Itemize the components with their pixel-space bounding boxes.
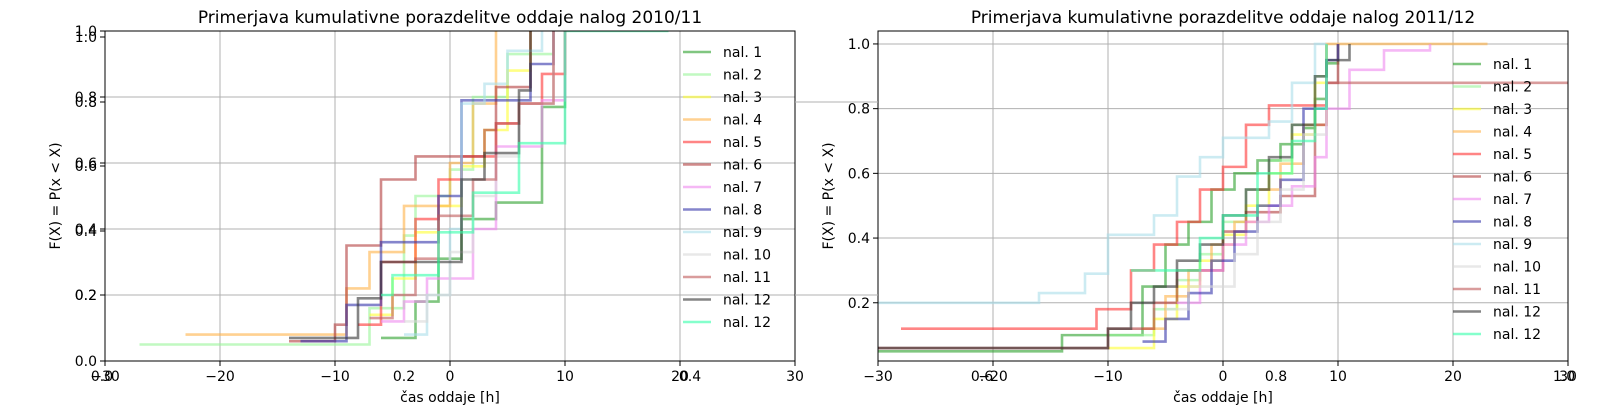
legend-label: nal. 8 <box>1493 215 1532 231</box>
legend-label: nal. 9 <box>1493 237 1532 253</box>
legend-label: nal. 2 <box>1493 80 1532 96</box>
legend-label: nal. 6 <box>1493 170 1532 186</box>
series-line-7 <box>381 31 567 323</box>
legend-label: nal. 1 <box>723 45 762 61</box>
y-axis-label: F(X) = P(x < X) <box>821 142 837 249</box>
series-line-5 <box>901 43 1328 330</box>
overlay-x-tick-label: 0.4 <box>679 369 701 385</box>
legend-label: nal. 7 <box>1493 192 1532 208</box>
legend-label: nal. 8 <box>723 203 762 219</box>
chart-panel-2: −30 −20 −10 0 10 20 30 0.2 0.4 0.6 0.8 1.0 Primerjav… <box>821 8 1577 406</box>
chart-title: Primerjava kumulativne porazdelitve odda… <box>971 8 1475 28</box>
series-line-9 <box>878 42 1327 305</box>
overlay-axes: 0.2 0.4 0.6 0.8 1.0 0.0 0.2 0.4 0.6 0.8 1.0 <box>75 30 1575 385</box>
overlay-x-tick-label: 0.8 <box>1265 369 1287 385</box>
y-tick-label: 0.4 <box>848 231 870 247</box>
legend-label: nal. 5 <box>1493 147 1532 163</box>
legend-label: nal. 10 <box>1493 260 1541 276</box>
overlay-y-tick-label: 0.4 <box>75 224 97 240</box>
y-tick-label: 0.8 <box>848 102 870 118</box>
overlay-x-tick-label: 0.2 <box>393 369 415 385</box>
overlay-y-tick-label: 0.6 <box>75 159 97 175</box>
x-axis-label: čas oddaje [h] <box>1173 390 1273 406</box>
overlay-x-tick-label: 0.0 <box>91 369 113 385</box>
legend-label: nal. 12 <box>723 293 771 309</box>
overlay-y-tick-label: 0.2 <box>75 288 97 304</box>
legend-label: nal. 12 <box>1493 327 1541 343</box>
y-tick-label: 1.0 <box>848 37 870 53</box>
series-line-13 <box>381 31 669 297</box>
x-tick-label: −10 <box>1093 369 1123 385</box>
y-tick-label: 0.4 <box>75 222 97 238</box>
y-tick-label: 0.2 <box>848 296 870 312</box>
chart-panel-1: −30 −20 −10 0 10 20 30 0.0 0.2 0.4 0.6 0.8 1.0 Primer… <box>48 8 804 406</box>
legend-label: nal. 4 <box>1493 125 1532 141</box>
x-tick-label: −30 <box>863 369 893 385</box>
legend-label: nal. 2 <box>723 68 762 84</box>
series-group <box>139 31 669 346</box>
x-tick-label: 10 <box>556 369 574 385</box>
x-tick-label: 10 <box>1329 369 1347 385</box>
x-tick-label: 30 <box>786 369 804 385</box>
chart-title: Primerjava kumulativne porazdelitve odda… <box>198 8 702 28</box>
y-tick-label: 1.0 <box>75 24 97 40</box>
legend-label: nal. 1 <box>1493 57 1532 73</box>
legend-label: nal. 12 <box>723 315 771 331</box>
x-tick-label: −20 <box>205 369 235 385</box>
series-line-12 <box>289 31 532 340</box>
series-line-13 <box>1131 43 1328 272</box>
legend-label: nal. 3 <box>1493 102 1532 118</box>
overlay-y-tick-label: 1.0 <box>75 30 97 46</box>
legend-label: nal. 11 <box>1493 282 1541 298</box>
x-tick-label: 30 <box>1559 369 1577 385</box>
legend-label: nal. 12 <box>1493 305 1541 321</box>
x-tick-label: 20 <box>671 369 689 385</box>
legend-label: nal. 6 <box>723 158 762 174</box>
overlay-x-tick-label: 1.0 <box>1553 369 1575 385</box>
y-tick-label: 0.8 <box>75 90 97 106</box>
x-tick-label: −30 <box>90 369 120 385</box>
y-tick-label: 0.2 <box>75 288 97 304</box>
legend-label: nal. 9 <box>723 225 762 241</box>
y-tick-label: 0.6 <box>75 156 97 172</box>
x-tick-label: −20 <box>978 369 1008 385</box>
series-line-6 <box>289 31 532 343</box>
x-tick-label: 20 <box>1444 369 1462 385</box>
y-tick-label: 0.6 <box>848 166 870 182</box>
x-tick-label: 0 <box>1219 369 1228 385</box>
series-line-10 <box>1165 43 1328 311</box>
legend-label: nal. 3 <box>723 90 762 106</box>
x-tick-label: 0 <box>446 369 455 385</box>
overlay-x-tick-label: 0.6 <box>971 369 993 385</box>
legend-label: nal. 10 <box>723 248 771 264</box>
legend-label: nal. 7 <box>723 180 762 196</box>
x-tick-label: −10 <box>320 369 350 385</box>
x-axis-label: čas oddaje [h] <box>400 390 500 406</box>
legend-label: nal. 4 <box>723 113 762 129</box>
y-tick-label: 0.0 <box>75 354 97 370</box>
series-group <box>878 42 1568 353</box>
overlay-y-tick-label: 0.8 <box>75 95 97 111</box>
y-axis-label: F(X) = P(x < X) <box>48 142 64 249</box>
legend-label: nal. 11 <box>723 270 771 286</box>
legend-label: nal. 5 <box>723 135 762 151</box>
